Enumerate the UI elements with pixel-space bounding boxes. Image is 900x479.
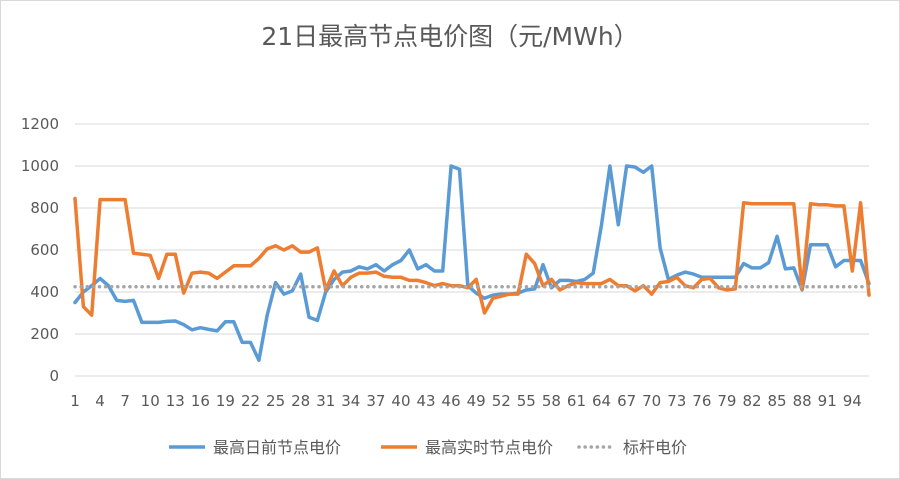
x-tick-label: 94	[843, 392, 862, 410]
x-tick-label: 85	[768, 392, 787, 410]
y-tick-label: 800	[30, 199, 59, 217]
x-tick-label: 55	[517, 392, 536, 410]
x-tick-label: 61	[567, 392, 586, 410]
legend-label-3: 标杆电价	[623, 438, 687, 457]
y-tick-label: 600	[30, 241, 59, 259]
x-tick-label: 70	[642, 392, 661, 410]
gridlines	[75, 123, 869, 377]
legend: 最高日前节点电价 最高实时节点电价 标杆电价	[169, 438, 687, 457]
y-tick-label: 1200	[21, 115, 59, 133]
y-tick-label: 1000	[21, 157, 59, 175]
y-axis: 0 200 400 600 800 1000 1200	[21, 115, 59, 385]
x-tick-label: 49	[467, 392, 486, 410]
x-tick-label: 79	[717, 392, 736, 410]
x-tick-label: 73	[667, 392, 686, 410]
x-tick-label: 64	[592, 392, 611, 410]
x-tick-label: 76	[692, 392, 711, 410]
x-tick-label: 7	[120, 392, 130, 410]
x-tick-label: 67	[617, 392, 636, 410]
x-tick-label: 58	[542, 392, 561, 410]
y-tick-label: 200	[30, 325, 59, 343]
x-tick-label: 43	[416, 392, 435, 410]
legend-label-2: 最高实时节点电价	[425, 438, 553, 457]
x-tick-label: 28	[291, 392, 310, 410]
x-tick-label: 22	[241, 392, 260, 410]
x-tick-label: 13	[166, 392, 185, 410]
x-tick-label: 82	[742, 392, 761, 410]
x-tick-label: 19	[216, 392, 235, 410]
y-tick-label: 0	[49, 367, 59, 385]
chart-title: 21日最高节点电价图（元/MWh）	[261, 22, 638, 51]
x-tick-label: 34	[341, 392, 360, 410]
series-line-1	[73, 164, 871, 363]
x-tick-label: 10	[141, 392, 160, 410]
x-tick-label: 40	[391, 392, 410, 410]
series-line-2	[73, 196, 871, 317]
x-tick-label: 37	[366, 392, 385, 410]
x-tick-label: 4	[95, 392, 105, 410]
y-tick-label: 400	[30, 283, 59, 301]
x-tick-label: 46	[442, 392, 461, 410]
x-axis: 1 4 7 10 13 16 19 22 25 28 31 34 37 40 43 46 49 52 55 58 61 6…	[70, 392, 862, 410]
x-tick-label: 16	[191, 392, 210, 410]
x-tick-label: 31	[316, 392, 335, 410]
x-tick-label: 25	[266, 392, 285, 410]
plot-area	[73, 164, 871, 363]
x-tick-label: 88	[793, 392, 812, 410]
legend-label-1: 最高日前节点电价	[213, 438, 341, 457]
x-tick-label: 52	[492, 392, 511, 410]
x-tick-label: 91	[818, 392, 837, 410]
x-tick-label: 1	[70, 392, 80, 410]
